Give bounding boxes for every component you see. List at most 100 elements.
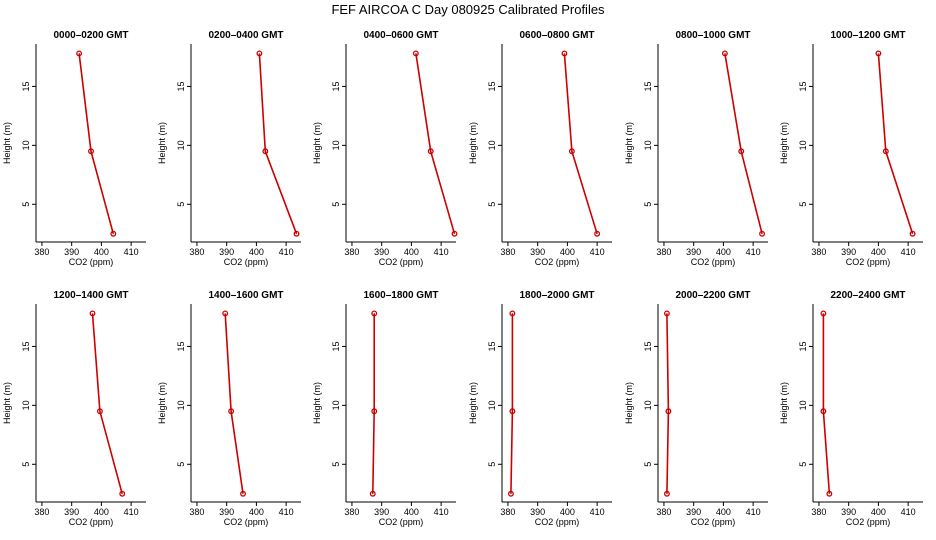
x-axis-label: CO2 (ppm) (535, 517, 580, 527)
x-tick-label: 400 (560, 247, 575, 257)
x-tick-label: 410 (590, 507, 605, 517)
data-point (509, 310, 516, 317)
y-tick-label: 5 (21, 462, 31, 467)
y-axis-label: Height (m) (468, 122, 478, 164)
x-tick-label: 400 (94, 247, 109, 257)
panel-title: 2200–2400 GMT (830, 290, 905, 301)
panel-title: 1000–1200 GMT (830, 30, 905, 41)
data-point (759, 230, 766, 237)
x-tick-label: 390 (841, 507, 856, 517)
y-tick-label: 15 (487, 341, 497, 351)
figure-title: FEF AIRCOA C Day 080925 Calibrated Profi… (331, 2, 605, 17)
y-tick-label: 10 (643, 140, 653, 150)
y-tick-label: 10 (487, 140, 497, 150)
panel-title: 0600–0800 GMT (519, 30, 594, 41)
x-tick-label: 390 (686, 507, 701, 517)
data-point (663, 310, 670, 317)
x-axis-label: CO2 (ppm) (846, 257, 891, 267)
panel-12: 2200–2400 GMT 380 390 400 410 5 10 15 CO2 (ppm) H… (779, 290, 923, 527)
panel-7: 1200–1400 GMT 380 390 400 410 5 10 15 CO2 (ppm) H… (2, 290, 146, 527)
x-tick-label: 410 (746, 247, 761, 257)
x-tick-label: 390 (841, 247, 856, 257)
profile-line (563, 53, 598, 235)
profile-line (258, 53, 298, 235)
y-tick-label: 15 (798, 341, 808, 351)
panel-4: 0600–0800 GMT 380 390 400 410 5 10 15 CO2 (ppm) H… (468, 30, 612, 267)
data-point (820, 408, 827, 415)
y-tick-label: 5 (798, 462, 808, 467)
panel-6: 1000–1200 GMT 380 390 400 410 5 10 15 CO2 (ppm) H… (779, 30, 923, 267)
data-point (507, 490, 514, 497)
y-axis-label: Height (m) (2, 382, 12, 424)
data-point (663, 490, 670, 497)
x-tick-label: 410 (590, 247, 605, 257)
panel-title: 0800–1000 GMT (675, 30, 750, 41)
x-tick-label: 390 (219, 247, 234, 257)
data-point (88, 148, 94, 155)
y-tick-label: 15 (21, 81, 31, 91)
panel-5: 0800–1000 GMT 380 390 400 410 5 10 15 CO2 (ppm) H… (624, 30, 768, 267)
data-point (738, 148, 745, 155)
data-point (875, 50, 882, 57)
y-axis-label: Height (m) (157, 122, 167, 164)
y-tick-label: 15 (643, 341, 653, 351)
x-tick-label: 410 (279, 507, 294, 517)
x-tick-label: 410 (746, 507, 761, 517)
x-tick-label: 390 (686, 247, 701, 257)
data-point (882, 148, 889, 155)
profile-line (822, 313, 831, 494)
y-tick-label: 15 (331, 81, 341, 91)
x-tick-label: 410 (434, 507, 449, 517)
panel-9: 1600–1800 GMT 380 390 400 410 5 10 15 CO2 (ppm) H… (312, 290, 456, 527)
x-axis-label: CO2 (ppm) (535, 257, 580, 267)
x-axis-label: CO2 (ppm) (224, 257, 269, 267)
y-tick-label: 10 (21, 140, 31, 150)
x-axis-label: CO2 (ppm) (691, 517, 736, 527)
panel-title: 0000–0200 GMT (53, 30, 128, 41)
y-tick-label: 10 (331, 140, 341, 150)
data-point (820, 310, 827, 317)
y-tick-label: 5 (487, 462, 497, 467)
y-tick-label: 5 (643, 462, 653, 467)
y-axis-label: Height (m) (2, 122, 12, 164)
y-axis-label: Height (m) (779, 382, 789, 424)
data-point (909, 230, 916, 237)
x-tick-label: 380 (500, 507, 515, 517)
data-point (568, 148, 575, 155)
y-axis-label: Height (m) (312, 382, 322, 424)
x-tick-label: 400 (249, 507, 264, 517)
x-tick-label: 380 (34, 507, 49, 517)
profile-line (724, 53, 763, 234)
panel-title: 1400–1600 GMT (208, 290, 283, 301)
x-tick-label: 390 (374, 247, 389, 257)
x-tick-label: 410 (279, 247, 294, 257)
panel-title: 1200–1400 GMT (53, 290, 128, 301)
panel-3: 0400–0600 GMT 380 390 400 410 5 10 15 CO2 (ppm) H… (312, 30, 458, 267)
data-point (826, 490, 833, 497)
y-tick-label: 10 (798, 400, 808, 410)
panel-11: 2000–2200 GMT 380 390 400 410 5 10 15 CO2 (ppm) H… (624, 290, 768, 527)
x-axis-label: CO2 (ppm) (69, 257, 114, 267)
data-point (110, 230, 117, 237)
data-point (509, 408, 516, 415)
x-axis-label: CO2 (ppm) (846, 517, 891, 527)
profile-line (372, 313, 376, 494)
y-tick-label: 10 (487, 400, 497, 410)
y-tick-label: 10 (643, 400, 653, 410)
data-point (451, 230, 458, 237)
y-axis-label: Height (m) (624, 122, 634, 164)
y-axis-label: Height (m) (468, 382, 478, 424)
x-tick-label: 380 (344, 247, 359, 257)
y-axis-label: Height (m) (779, 122, 789, 164)
profile-line (510, 313, 514, 494)
x-axis-label: CO2 (ppm) (224, 517, 269, 527)
x-tick-label: 400 (871, 507, 886, 517)
x-tick-label: 380 (811, 507, 826, 517)
y-tick-label: 10 (176, 140, 186, 150)
panel-title: 1800–2000 GMT (519, 290, 594, 301)
data-point (594, 230, 601, 237)
data-point (561, 50, 568, 57)
x-tick-label: 400 (404, 507, 419, 517)
x-tick-label: 380 (34, 247, 49, 257)
